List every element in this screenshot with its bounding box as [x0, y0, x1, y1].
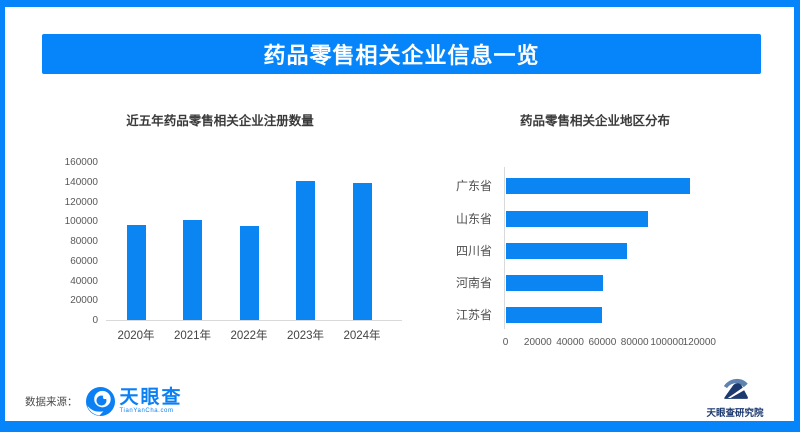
data-source-label: 数据来源： [25, 395, 78, 408]
data-source: 数据来源： 天眼查 TianYanCha.com [25, 383, 183, 419]
research-institute-label: 天眼查研究院 [706, 408, 764, 419]
tianyancha-eye-icon [85, 386, 115, 416]
tianyancha-logo-text-block: 天眼查 TianYanCha.com [120, 388, 183, 414]
content-panel [5, 7, 794, 421]
research-institute-logo: 天眼查研究院 [695, 375, 775, 419]
page-title: 药品零售相关企业信息一览 [263, 43, 540, 68]
tianyancha-logo-name: 天眼查 [119, 387, 183, 408]
research-institute-icon [723, 378, 748, 399]
tianyancha-logo-subtext: TianYanCha.com [119, 408, 174, 414]
page-title-banner: 药品零售相关企业信息一览 [42, 34, 761, 74]
tianyancha-logo: 天眼查 TianYanCha.com [85, 386, 183, 417]
